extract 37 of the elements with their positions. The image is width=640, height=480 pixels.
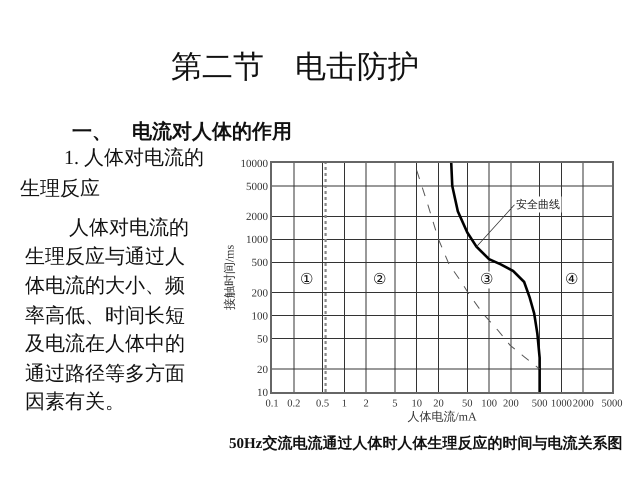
annotation: ③ bbox=[480, 272, 493, 288]
y-axis-title: 接触时间/ms bbox=[222, 244, 236, 310]
y-tick-label: 200 bbox=[252, 288, 269, 300]
annotation: ① bbox=[300, 272, 313, 288]
x-tick-label: 100 bbox=[481, 398, 497, 410]
chart-subtitle: 一、 电流对人体的作用 bbox=[72, 119, 292, 143]
x-tick-label: 500 bbox=[532, 398, 548, 410]
x-tick-label: 0.1 bbox=[265, 398, 279, 410]
y-tick-label: 10000 bbox=[240, 158, 269, 170]
x-tick-label: 20 bbox=[433, 398, 444, 410]
x-tick-label: 50 bbox=[462, 398, 473, 410]
y-tick-label: 5000 bbox=[246, 180, 269, 193]
annotation: ④ bbox=[565, 272, 578, 288]
x-tick-label: 1000 bbox=[550, 398, 572, 410]
text: 1. 人体对电流的生理反应 bbox=[20, 147, 204, 200]
x-tick-label: 5 bbox=[392, 398, 398, 410]
chart-title: 第二节 电击防护 bbox=[171, 48, 419, 84]
y-tick-label: 100 bbox=[252, 310, 269, 323]
y-tick-label: 50 bbox=[257, 334, 269, 346]
x-tick-label: 10 bbox=[411, 398, 422, 410]
y-tick-label: 20 bbox=[257, 364, 269, 376]
x-tick-label: 0.5 bbox=[316, 398, 330, 410]
x-tick-label: 5000 bbox=[602, 398, 622, 410]
x-tick-label: 200 bbox=[502, 398, 519, 410]
annotation: 安全曲线 bbox=[516, 198, 560, 211]
y-tick-label: 2000 bbox=[246, 211, 269, 224]
text: 50Hz交流电流通过人体时人体生理反应的时间与电流关系图 bbox=[229, 434, 622, 452]
annotation: ② bbox=[373, 272, 386, 288]
y-tick-label: 10 bbox=[257, 386, 269, 399]
text: 人体对电流的生理反应与通过人体电流的大小、频率高低、时间长短及电流在人体中的通过路径等多方面因素有关。 bbox=[25, 217, 189, 413]
x-tick-label: 1 bbox=[342, 398, 347, 410]
x-axis-title: 人体电流/mA bbox=[407, 410, 477, 424]
x-tick-label: 0.2 bbox=[287, 398, 300, 410]
x-tick-label: 2 bbox=[364, 398, 369, 410]
x-tick-label: 2000 bbox=[572, 398, 594, 410]
y-tick-label: 500 bbox=[252, 257, 269, 270]
y-tick-label: 1000 bbox=[246, 234, 269, 246]
